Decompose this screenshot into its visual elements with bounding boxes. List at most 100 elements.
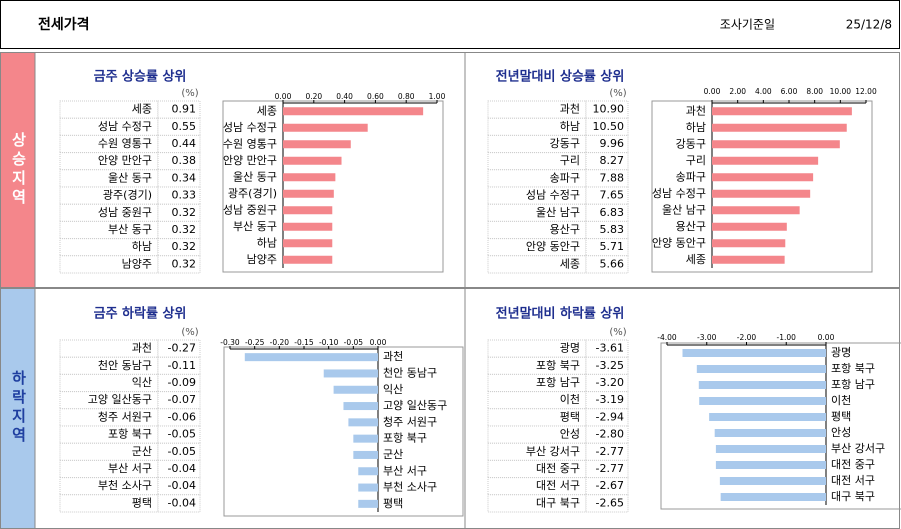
- panel-title: 전년말대비 하락률 상위: [496, 306, 625, 322]
- x-tick-label: -1.00: [777, 333, 797, 342]
- bar-label: 군산: [383, 448, 403, 461]
- row-name: 군산: [132, 445, 152, 458]
- row-name: 하남: [132, 239, 152, 253]
- bar: [283, 123, 368, 132]
- unit: (%): [181, 88, 198, 99]
- row-value: 0.55: [172, 120, 197, 133]
- unit: (%): [609, 327, 626, 338]
- row-name: 구리: [560, 154, 580, 167]
- bar: [715, 461, 826, 469]
- bar-label: 평택: [383, 497, 403, 510]
- row-name: 수원 영통구: [98, 137, 152, 150]
- row-value: -2.77: [596, 445, 624, 458]
- bar-label: 울산 남구: [662, 203, 706, 216]
- row-name: 세종: [132, 103, 152, 116]
- bar: [283, 189, 334, 198]
- bar-label: 포항 북구: [383, 432, 427, 445]
- bar-label: 대전 중구: [831, 458, 875, 471]
- bar-label: 성남 중원구: [223, 203, 277, 216]
- bar: [343, 402, 378, 411]
- bar-label: 부산 동구: [233, 220, 277, 233]
- bar-label: 포항 남구: [831, 378, 875, 391]
- bar: [712, 173, 814, 182]
- row-value: -0.07: [168, 393, 196, 406]
- x-tick-label: 0.00: [818, 333, 835, 342]
- x-tick-label: -0.20: [270, 338, 290, 347]
- bar: [715, 445, 826, 453]
- row-name: 울산 남구: [536, 206, 580, 219]
- bar-label: 과천: [383, 349, 403, 363]
- x-tick-label: 10.00: [830, 87, 852, 96]
- row-value: -3.19: [596, 393, 624, 406]
- row-value: -2.94: [596, 410, 624, 423]
- row-value: 9.96: [600, 137, 625, 150]
- row-value: -2.80: [596, 428, 624, 441]
- bar: [283, 255, 333, 264]
- bar: [283, 206, 333, 215]
- bar: [358, 499, 378, 508]
- row-name: 울산 동구: [108, 171, 152, 184]
- row-name: 천안 동남구: [98, 358, 152, 372]
- bar: [712, 222, 787, 231]
- row-name: 포항 북구: [536, 359, 580, 372]
- bar: [709, 413, 826, 421]
- bar-label: 청주 서원구: [383, 415, 437, 428]
- row-value: 0.32: [172, 257, 197, 270]
- row-name: 광주(경기): [103, 189, 152, 202]
- row-name: 대전 중구: [536, 462, 580, 475]
- row-value: -2.67: [596, 479, 624, 492]
- x-tick-label: 8.00: [806, 87, 823, 96]
- row-value: -0.05: [168, 428, 196, 441]
- row-name: 성남 수정구: [526, 189, 580, 202]
- row-value: -3.61: [596, 342, 624, 355]
- bar-label: 구리: [686, 154, 706, 167]
- bar: [712, 107, 852, 116]
- table-cell: [585, 494, 629, 513]
- x-tick-label: -0.30: [220, 338, 240, 347]
- row-value: 6.83: [600, 206, 625, 219]
- row-value: 5.83: [600, 223, 625, 236]
- row-name: 부산 강서구: [526, 445, 580, 458]
- bar-label: 안양 동안구: [652, 236, 706, 249]
- bar: [358, 467, 378, 476]
- panel-title: 전년말대비 상승률 상위: [496, 69, 625, 85]
- x-tick-label: -0.25: [245, 338, 265, 347]
- plot-frame: [651, 100, 873, 273]
- bar-label: 대구 북구: [831, 490, 875, 503]
- row-value: -0.27: [168, 342, 196, 355]
- row-name: 대전 서구: [536, 479, 580, 492]
- bar-label: 천안 동남구: [383, 365, 437, 379]
- unit: (%): [609, 88, 626, 99]
- plot-frame: [223, 346, 464, 517]
- bar-label: 부산 강서구: [831, 442, 885, 455]
- bar: [712, 140, 840, 149]
- x-tick-label: -0.05: [344, 338, 364, 347]
- row-name: 포항 남구: [536, 376, 580, 389]
- x-tick-label: 0.00: [275, 92, 292, 101]
- bar: [698, 381, 826, 389]
- row-name: 이천: [560, 392, 580, 406]
- bar: [696, 365, 826, 373]
- bar-label: 고양 일산동구: [383, 398, 447, 412]
- row-value: 7.88: [600, 171, 625, 184]
- bar: [712, 255, 785, 264]
- row-value: -0.04: [168, 479, 196, 492]
- row-name: 익산: [132, 376, 152, 389]
- row-name: 과천: [560, 102, 580, 116]
- bar: [283, 156, 342, 165]
- section-label: 하락지역: [10, 370, 28, 446]
- row-value: 10.90: [593, 103, 625, 116]
- row-name: 고양 일산동구: [88, 392, 152, 406]
- bar-label: 수원 영통구: [223, 137, 277, 150]
- bar-label: 과천: [686, 103, 706, 117]
- row-value: 5.66: [600, 257, 625, 270]
- row-value: -3.20: [596, 376, 624, 389]
- bar: [720, 493, 826, 501]
- bar: [699, 397, 826, 405]
- row-name: 대구 북구: [536, 496, 580, 509]
- row-name: 성남 수정구: [98, 120, 152, 133]
- bar: [712, 189, 811, 198]
- bar-label: 세종: [686, 253, 706, 266]
- table-cell: [585, 255, 629, 274]
